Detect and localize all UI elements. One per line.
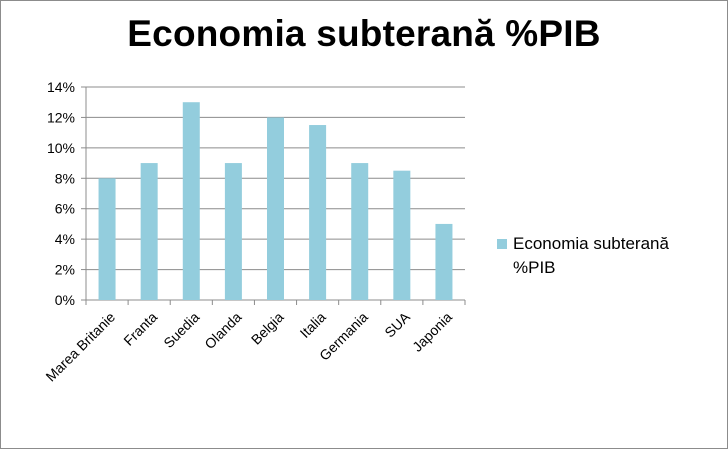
bar [98, 178, 116, 300]
y-tick-label: 6% [55, 201, 75, 217]
y-tick-label: 12% [47, 109, 75, 125]
y-tick-label: 0% [55, 292, 75, 308]
x-category-label: Franta [120, 309, 160, 349]
x-category-label: Belgia [248, 309, 287, 348]
y-tick-label: 10% [47, 140, 75, 156]
y-tick-label: 8% [55, 170, 75, 186]
x-category-label: SUA [381, 308, 413, 340]
bar [224, 163, 242, 300]
bar [267, 117, 284, 300]
legend-swatch [497, 239, 507, 249]
x-category-label: Japonia [409, 309, 455, 355]
x-category-label: Marea Britanie [42, 309, 118, 385]
bar [140, 163, 158, 300]
bar [435, 223, 453, 300]
bar [309, 125, 327, 301]
bar [393, 170, 411, 300]
chart-legend: Economia subterană %PIB [497, 232, 722, 280]
bar [182, 102, 200, 300]
bar [351, 163, 369, 300]
legend-label: Economia subterană %PIB [513, 234, 669, 277]
x-category-label: Suedia [160, 309, 202, 351]
y-tick-label: 4% [55, 231, 75, 247]
x-category-label: Olanda [201, 309, 244, 352]
y-tick-label: 2% [55, 262, 75, 278]
chart-title: Economia subterană %PIB [127, 13, 601, 54]
x-category-label: Italia [297, 309, 329, 341]
y-tick-label: 14% [47, 79, 75, 95]
